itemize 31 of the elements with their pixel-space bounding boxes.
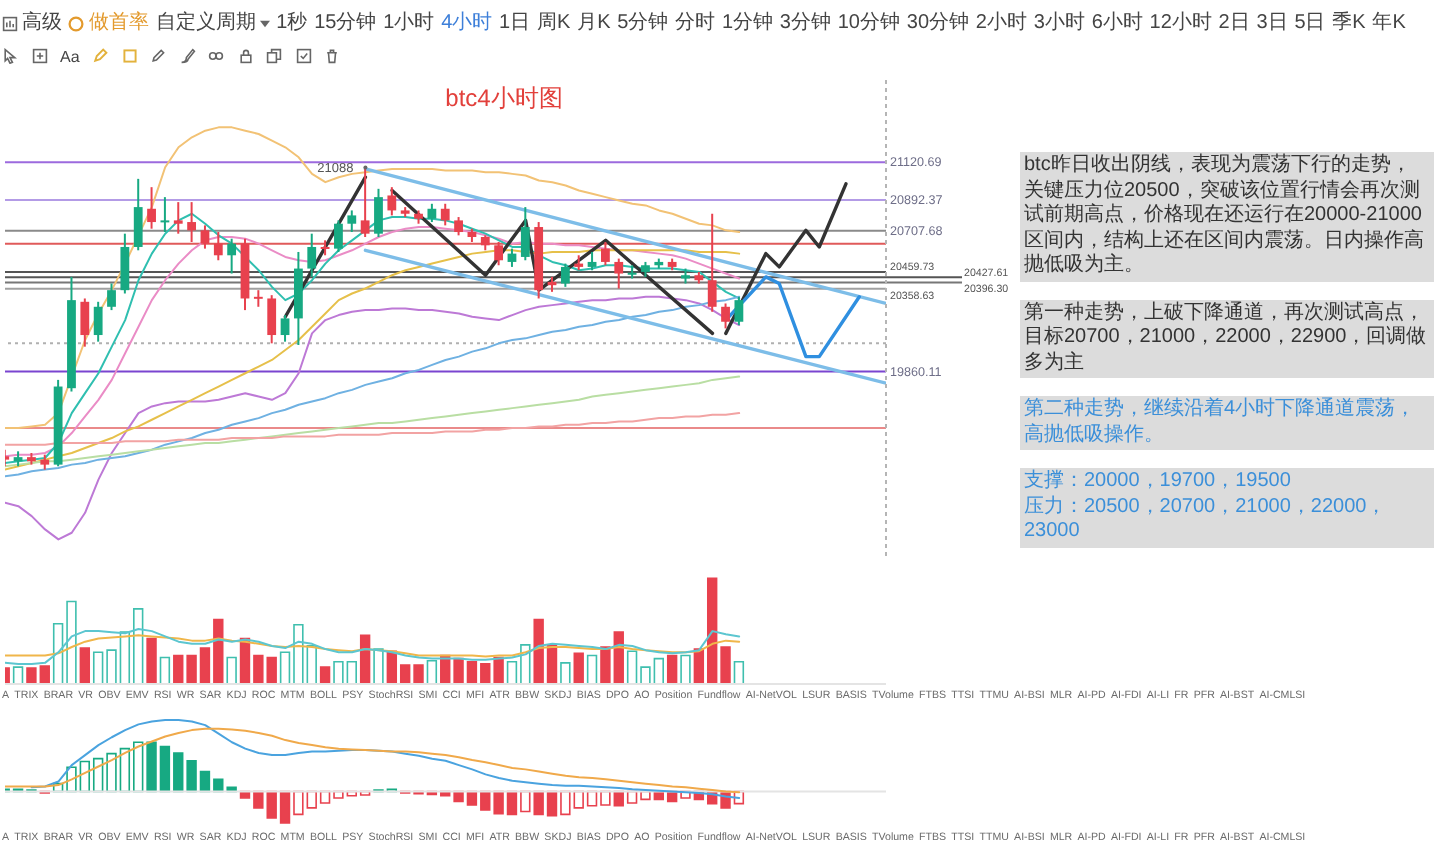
text: 30分钟 bbox=[906, 10, 970, 36]
text: 2小时 bbox=[975, 10, 1027, 36]
text: 15分钟 bbox=[314, 10, 377, 36]
text: 做首率 bbox=[88, 10, 149, 36]
text: 第二种走势，继续沿着4小时下降通道震荡，高抛低吸操作。 bbox=[1020, 396, 1434, 450]
text: 1分钟 bbox=[721, 10, 774, 36]
text: 1秒 bbox=[276, 10, 308, 36]
text: 4小时 bbox=[441, 10, 493, 36]
text: 自定义周期 bbox=[155, 10, 256, 36]
text: 6小时 bbox=[1091, 10, 1143, 36]
text: 支撑：20000，19700，19500 压力：20500，20700，21000，22000，23000 bbox=[1020, 468, 1434, 547]
text: 第一种走势，上破下降通道，再次测试高点，目标20700，21000，22000，22900，回调做多为主 bbox=[1020, 299, 1434, 378]
text: 年K bbox=[1372, 10, 1406, 36]
text: 分时 bbox=[675, 10, 716, 36]
text: 5日 bbox=[1294, 10, 1326, 36]
text: 3小时 bbox=[1033, 10, 1085, 36]
text: 3分钟 bbox=[779, 10, 831, 36]
text: 周K bbox=[537, 10, 571, 36]
chart-title: btc4小时图 bbox=[443, 84, 565, 112]
text: 高级 bbox=[22, 10, 62, 36]
text: 1小时 bbox=[383, 10, 435, 36]
text: 12小时 bbox=[1149, 10, 1212, 36]
text: 5分钟 bbox=[617, 10, 669, 36]
text: 3日 bbox=[1256, 10, 1288, 36]
text: 季K bbox=[1332, 10, 1366, 36]
text: 2日 bbox=[1218, 10, 1250, 36]
text: 月K bbox=[577, 10, 611, 36]
text: btc昨日收出阴线，表现为震荡下行的走势，关键压力位20500，突破该位置行情会再次测试前期高点，价格现在还运行在20000-21000区间内，结构上还在区间内震荡。日内操作高抛低吸为主。 bbox=[1020, 152, 1434, 281]
text: Aa bbox=[60, 47, 80, 65]
text: 1日 bbox=[499, 10, 531, 36]
text: 10分钟 bbox=[837, 10, 900, 36]
